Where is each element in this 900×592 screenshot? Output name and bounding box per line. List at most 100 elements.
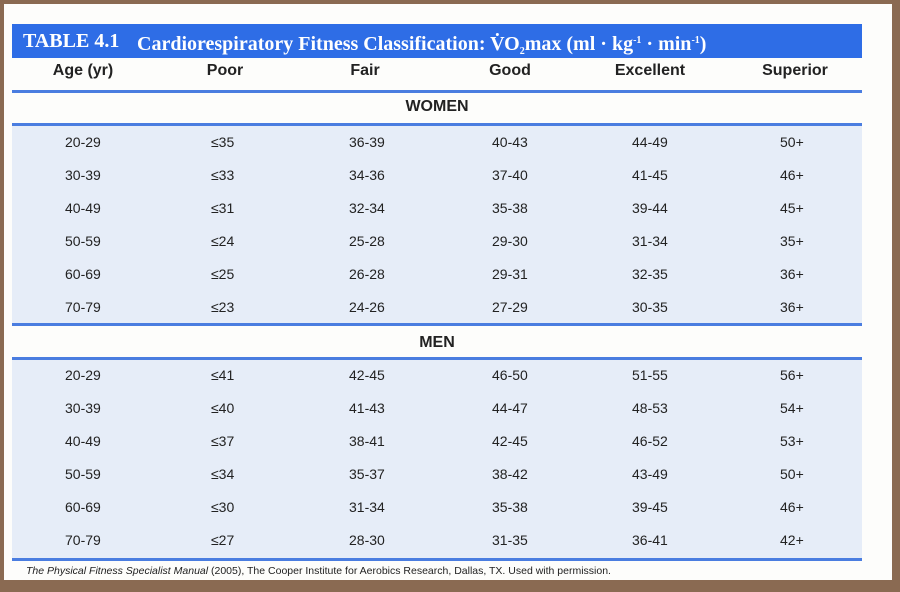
table-cell: 42+ (780, 532, 804, 548)
header-divider (12, 90, 862, 93)
table-cell: 29-31 (492, 266, 528, 282)
table-cell: 36+ (780, 266, 804, 282)
table-row: 60-69 ≤25 26-28 29-31 32-35 36+ (12, 264, 862, 286)
table-cell: 36-41 (632, 532, 668, 548)
table-cell: 30-39 (65, 400, 101, 416)
title-text-min: · min (641, 33, 692, 55)
table-cell: 32-35 (632, 266, 668, 282)
table-row: 70-79 ≤27 28-30 31-35 36-41 42+ (12, 530, 862, 552)
table-cell: 36-39 (349, 134, 385, 150)
table-cell: 45+ (780, 200, 804, 216)
table-cell: 56+ (780, 367, 804, 383)
table-cell: 34-36 (349, 167, 385, 183)
table-cell: 50-59 (65, 466, 101, 482)
table-cell: 30-39 (65, 167, 101, 183)
table-row: 30-39 ≤33 34-36 37-40 41-45 46+ (12, 165, 862, 187)
table-cell: 31-35 (492, 532, 528, 548)
table-cell: 36+ (780, 299, 804, 315)
table-cell: 46-52 (632, 433, 668, 449)
footnote: The Physical Fitness Specialist Manual (… (26, 565, 611, 577)
divider (12, 558, 862, 561)
table-cell: 39-45 (632, 499, 668, 515)
table-cell: 30-35 (632, 299, 668, 315)
table-cell: 42-45 (349, 367, 385, 383)
footnote-source-title: The Physical Fitness Specialist Manual (26, 565, 209, 577)
table-cell: 44-47 (492, 400, 528, 416)
table-cell: 50+ (780, 466, 804, 482)
table-row: 50-59 ≤24 25-28 29-30 31-34 35+ (12, 231, 862, 253)
table-cell: 44-49 (632, 134, 668, 150)
table-cell: 20-29 (65, 134, 101, 150)
table-cell: 39-44 (632, 200, 668, 216)
table-cell: 40-43 (492, 134, 528, 150)
table-cell: ≤24 (211, 233, 235, 249)
table-cell: 32-34 (349, 200, 385, 216)
table-cell: 43-49 (632, 466, 668, 482)
column-header: Age (yr) (52, 62, 114, 79)
table-cell: ≤41 (211, 367, 235, 383)
table-cell: 46+ (780, 499, 804, 515)
table-row: 50-59 ≤34 35-37 38-42 43-49 50+ (12, 464, 862, 486)
divider (12, 123, 862, 126)
table-title-bar: TABLE 4.1 Cardiorespiratory Fitness Clas… (12, 24, 862, 58)
table-row: 40-49 ≤31 32-34 35-38 39-44 45+ (12, 198, 862, 220)
table-cell: ≤25 (211, 266, 235, 282)
table-row: 20-29 ≤41 42-45 46-50 51-55 56+ (12, 365, 862, 387)
title-superscript: -1 (633, 35, 642, 46)
table-cell: 48-53 (632, 400, 668, 416)
table-cell: 35-37 (349, 466, 385, 482)
column-header: Excellent (614, 62, 686, 79)
table-cell: 42-45 (492, 433, 528, 449)
table-cell: 60-69 (65, 499, 101, 515)
column-header: Good (489, 62, 531, 79)
divider (12, 323, 862, 326)
table-row: 40-49 ≤37 38-41 42-45 46-52 53+ (12, 431, 862, 453)
table-cell: 35-38 (492, 499, 528, 515)
table-cell: 53+ (780, 433, 804, 449)
table-cell: 40-49 (65, 200, 101, 216)
table-cell: ≤30 (211, 499, 235, 515)
table-row: 30-39 ≤40 41-43 44-47 48-53 54+ (12, 398, 862, 420)
column-header: Fair (350, 62, 380, 79)
table-cell: 40-49 (65, 433, 101, 449)
table-cell: 46-50 (492, 367, 528, 383)
table-cell: ≤40 (211, 400, 235, 416)
table-row: 60-69 ≤30 31-34 35-38 39-45 46+ (12, 497, 862, 519)
table-cell: 70-79 (65, 532, 101, 548)
column-header: Superior (762, 62, 828, 79)
title-text-end: ) (699, 33, 707, 55)
table-row: 20-29 ≤35 36-39 40-43 44-49 50+ (12, 132, 862, 154)
table-cell: ≤33 (211, 167, 235, 183)
table-cell: 46+ (780, 167, 804, 183)
title-subscript: 2 (519, 46, 525, 57)
table-cell: 28-30 (349, 532, 385, 548)
table-cell: 37-40 (492, 167, 528, 183)
table-cell: 20-29 (65, 367, 101, 383)
table-cell: ≤27 (211, 532, 235, 548)
divider (12, 357, 862, 360)
table-cell: 54+ (780, 400, 804, 416)
women-band (12, 126, 862, 323)
table-cell: 29-30 (492, 233, 528, 249)
table-row: 70-79 ≤23 24-26 27-29 30-35 36+ (12, 297, 862, 319)
section-label-men: MEN (419, 334, 455, 351)
column-header: Poor (206, 62, 244, 79)
table-cell: 38-41 (349, 433, 385, 449)
table-cell: 27-29 (492, 299, 528, 315)
table-cell: 35-38 (492, 200, 528, 216)
section-label-women: WOMEN (405, 98, 469, 115)
title-text: Cardiorespiratory Fitness Classification… (137, 33, 520, 55)
table-cell: 38-42 (492, 466, 528, 482)
table-cell: 50+ (780, 134, 804, 150)
table-cell: 41-45 (632, 167, 668, 183)
table-cell: ≤37 (211, 433, 235, 449)
table-cell: 41-43 (349, 400, 385, 416)
table-cell: ≤34 (211, 466, 235, 482)
footnote-text: (2005), The Cooper Institute for Aerobic… (208, 565, 611, 577)
table-cell: 60-69 (65, 266, 101, 282)
table-cell: ≤23 (211, 299, 235, 315)
table-title: Cardiorespiratory Fitness Classification… (137, 24, 706, 69)
table-cell: 31-34 (349, 499, 385, 515)
table-cell: ≤35 (211, 134, 235, 150)
table-cell: 26-28 (349, 266, 385, 282)
